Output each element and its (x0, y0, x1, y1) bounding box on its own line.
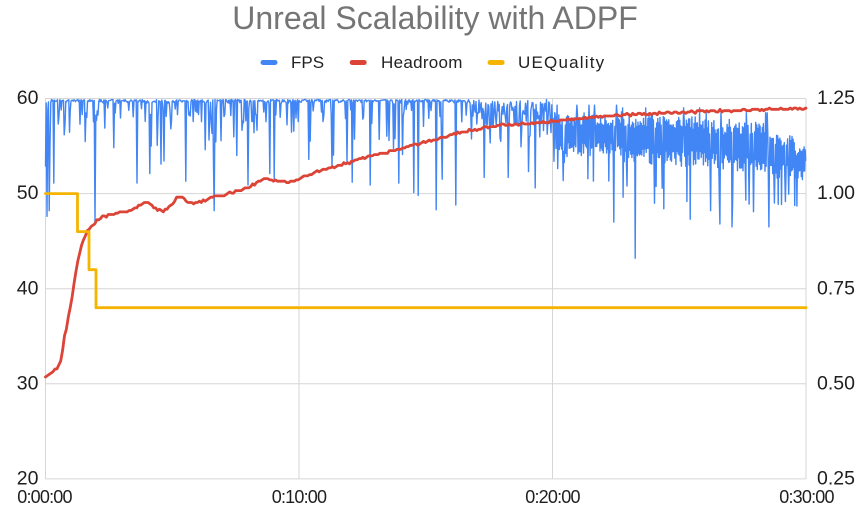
svg-text:60: 60 (17, 87, 39, 109)
svg-text:20: 20 (17, 468, 39, 490)
svg-text:0:00:00: 0:00:00 (17, 487, 72, 507)
svg-text:Unreal Scalability with ADPF: Unreal Scalability with ADPF (232, 0, 637, 36)
svg-text:1.00: 1.00 (817, 182, 855, 204)
svg-text:FPS: FPS (291, 53, 324, 72)
svg-text:Headroom: Headroom (381, 53, 463, 72)
svg-text:0:10:00: 0:10:00 (272, 487, 327, 507)
svg-text:40: 40 (17, 277, 39, 299)
svg-text:1.25: 1.25 (817, 87, 855, 109)
svg-text:0:30:00: 0:30:00 (779, 487, 834, 507)
svg-text:50: 50 (17, 182, 39, 204)
svg-text:UEQuality: UEQuality (518, 53, 605, 72)
svg-text:0.25: 0.25 (817, 468, 855, 490)
svg-text:30: 30 (17, 372, 39, 394)
svg-text:0.75: 0.75 (817, 277, 855, 299)
svg-text:0.50: 0.50 (817, 372, 855, 394)
svg-text:0:20:00: 0:20:00 (525, 487, 580, 507)
